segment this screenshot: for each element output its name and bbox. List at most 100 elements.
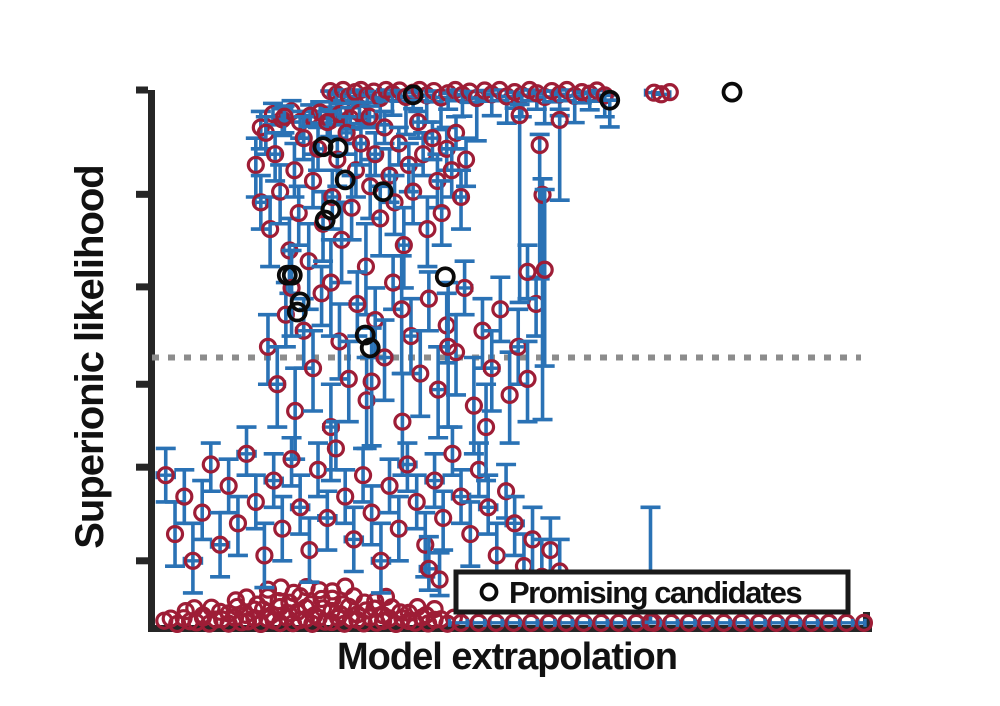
data-point-screened (321, 273, 340, 292)
data-point-screened (356, 601, 376, 620)
y-axis-tick (136, 463, 148, 471)
data-point-screened (550, 110, 569, 130)
data-point-screened (393, 412, 412, 431)
data-point-screened (425, 599, 444, 619)
data-point-screened (496, 482, 516, 501)
data-point-screened (226, 591, 245, 610)
data-point-screened (411, 364, 430, 383)
data-point-screened (362, 503, 381, 522)
data-point-screened (425, 471, 444, 490)
y-axis-tick (136, 86, 148, 94)
data-point-screened (255, 546, 274, 565)
data-point-screened (331, 104, 350, 124)
data-point-screened (641, 613, 660, 632)
data-point-screened (261, 220, 280, 239)
data-point-screened (201, 455, 220, 474)
data-point-screened (380, 476, 399, 495)
data-point-screened (279, 604, 298, 623)
data-point-screened (487, 546, 506, 565)
data-point-screened (371, 209, 390, 228)
data-point-screened (375, 348, 394, 367)
data-point-screened (156, 466, 175, 485)
y-axis (148, 90, 155, 632)
data-point-candidate (599, 89, 621, 111)
data-point-candidate (327, 137, 349, 159)
data-point-screened (266, 145, 285, 164)
data-point-screened (275, 107, 294, 126)
data-point-screened (355, 593, 374, 612)
data-point-screened (210, 535, 230, 554)
data-point-screened (210, 602, 230, 621)
data-point-screened (389, 519, 408, 538)
data-point-candidate (434, 266, 456, 288)
data-point-screened (219, 476, 238, 495)
data-point-screened (461, 524, 480, 544)
data-point-candidate (372, 181, 394, 203)
data-point-screened (350, 103, 369, 123)
data-point-screened (407, 492, 426, 512)
data-point-screened (854, 613, 874, 632)
data-point-screened (451, 487, 471, 506)
data-point-screened (660, 83, 679, 102)
data-point-screened (344, 530, 363, 549)
data-point-screened (202, 598, 221, 617)
data-point-candidate (286, 301, 308, 323)
data-point-screened (419, 559, 438, 578)
data-point-screened (430, 570, 449, 589)
data-point-screened (323, 187, 342, 207)
y-axis-tick (136, 283, 148, 291)
data-point-screened (533, 185, 552, 204)
data-point-screened (351, 134, 371, 153)
data-point-screened (404, 182, 423, 201)
data-point-screened (518, 262, 537, 281)
data-point-screened (518, 369, 537, 388)
data-point-screened (342, 198, 361, 217)
data-point-screened (357, 391, 376, 410)
data-point-screened (258, 580, 278, 599)
data-point-screened (308, 460, 328, 479)
data-point-screened (595, 86, 614, 105)
data-point-screened (286, 401, 305, 421)
data-point-screened (451, 187, 471, 207)
data-point-candidate (312, 136, 334, 158)
data-point-screened (228, 514, 248, 533)
data-point-screened (479, 498, 498, 517)
data-point-screened (289, 203, 308, 223)
data-point-screened (176, 601, 195, 621)
data-point-screened (339, 369, 358, 388)
data-point-screened (439, 337, 458, 356)
data-point-screened (271, 182, 290, 201)
data-point-screened (336, 487, 355, 506)
data-point-screened (291, 498, 310, 517)
data-point-candidate (320, 199, 342, 221)
data-point-screened (282, 450, 301, 469)
data-point-screened (530, 136, 549, 155)
data-point-screened (505, 514, 524, 533)
data-point-screened (273, 519, 292, 538)
data-point-screened (423, 129, 442, 148)
data-point-candidate (334, 169, 356, 191)
data-point-candidate (314, 209, 336, 231)
data-point-screened (476, 417, 496, 437)
data-point-screened (303, 171, 323, 191)
legend: Promising candidates (453, 569, 851, 615)
data-point-screened (328, 150, 347, 169)
data-point-screened (321, 417, 340, 437)
y-axis-tick (136, 380, 148, 388)
data-point-screened (353, 466, 373, 485)
data-point-screened (300, 540, 319, 560)
data-point-screened (429, 380, 448, 399)
data-point-screened (491, 300, 510, 319)
data-point-screened (510, 106, 529, 125)
data-point-candidate (359, 337, 381, 359)
data-point-screened (398, 455, 417, 474)
data-point-candidate (402, 84, 424, 106)
data-point-screened (482, 359, 501, 378)
data-point-screened (246, 492, 265, 512)
data-point-screened (366, 145, 385, 164)
y-axis-label: Superionic likelihood (68, 165, 112, 549)
data-point-candidate (721, 81, 743, 103)
data-point-screened (165, 524, 185, 544)
legend-marker-open-circle-icon (479, 582, 499, 602)
